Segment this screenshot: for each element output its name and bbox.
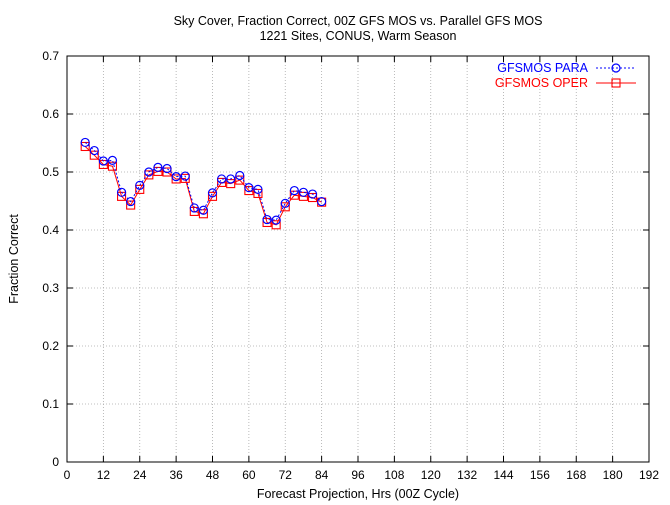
x-tick-label: 96 <box>351 468 365 482</box>
data-point <box>289 185 299 196</box>
chart-title: Sky Cover, Fraction Correct, 00Z GFS MOS… <box>174 14 543 28</box>
y-tick-label: 0.7 <box>42 49 59 63</box>
x-tick-label: 72 <box>279 468 293 482</box>
x-tick-label: 84 <box>315 468 329 482</box>
data-point <box>262 214 272 225</box>
data-point <box>80 137 90 148</box>
x-tick-label: 192 <box>639 468 659 482</box>
data-point <box>107 161 118 171</box>
legend-marker <box>611 63 621 73</box>
x-tick-label: 48 <box>206 468 220 482</box>
data-point <box>298 191 308 201</box>
data-point <box>135 184 145 194</box>
series-layer <box>80 137 327 230</box>
series-line <box>84 142 322 221</box>
data-point <box>171 172 181 182</box>
data-point <box>198 205 209 215</box>
data-point <box>244 186 254 196</box>
x-tick-label: 156 <box>530 468 550 482</box>
y-tick-label: 0.6 <box>42 107 59 121</box>
y-tick-label: 0.1 <box>42 397 59 411</box>
data-point <box>189 203 199 213</box>
legend-label: GFSMOS PARA <box>497 61 588 75</box>
data-point <box>253 184 263 194</box>
data-point <box>317 196 327 207</box>
data-point <box>180 173 190 183</box>
data-point <box>153 162 163 172</box>
data-point <box>153 166 163 176</box>
x-tick-label: 60 <box>242 468 256 482</box>
x-tick-label: 180 <box>603 468 623 482</box>
data-point <box>235 170 245 181</box>
axis-ticks: 0 12 24 36 48 60 72 84 96 108 120 132 144 156 168 180 19… <box>42 49 659 482</box>
x-tick-label: 168 <box>566 468 586 482</box>
data-point <box>198 209 208 219</box>
data-point <box>116 187 127 197</box>
x-tick-label: 108 <box>384 468 404 482</box>
y-axis-label: Fraction Correct <box>7 214 21 304</box>
y-tick-label: 0.5 <box>42 165 59 179</box>
x-tick-label: 36 <box>169 468 183 482</box>
data-point <box>271 220 281 230</box>
x-tick-label: 144 <box>493 468 513 482</box>
data-point <box>144 170 154 180</box>
data-point <box>207 191 218 201</box>
grid-lines <box>67 56 649 462</box>
legend-label: GFSMOS OPER <box>495 76 588 90</box>
data-point <box>144 167 154 177</box>
data-point <box>271 215 281 225</box>
data-point <box>180 171 190 181</box>
data-point <box>216 174 227 184</box>
data-point <box>298 187 309 197</box>
data-point <box>171 174 181 184</box>
chart-subtitle: 1221 Sites, CONUS, Warm Season <box>260 29 457 43</box>
plot-frame <box>66 55 650 463</box>
data-point <box>226 174 236 184</box>
y-tick-label: 0.2 <box>42 339 59 353</box>
data-point <box>217 177 227 187</box>
series-gfsmos-para <box>80 137 327 225</box>
data-point <box>135 180 145 190</box>
x-tick-label: 24 <box>133 468 147 482</box>
data-point <box>98 156 108 166</box>
data-point <box>226 179 236 189</box>
data-point <box>207 188 218 198</box>
x-tick-label: 120 <box>421 468 441 482</box>
series-line <box>84 146 322 226</box>
data-point <box>126 196 136 207</box>
x-axis-label: Forecast Projection, Hrs (00Z Cycle) <box>257 487 459 501</box>
x-tick-label: 132 <box>457 468 477 482</box>
data-point <box>280 202 290 212</box>
data-point <box>244 183 254 193</box>
x-tick-label: 0 <box>64 468 71 482</box>
x-tick-label: 12 <box>97 468 111 482</box>
data-point <box>162 163 172 174</box>
y-tick-label: 0 <box>52 455 59 469</box>
data-point <box>307 189 318 199</box>
series-gfsmos-oper <box>80 141 327 230</box>
y-tick-label: 0.3 <box>42 281 59 295</box>
data-point <box>280 198 290 208</box>
data-point <box>89 145 99 156</box>
data-point <box>253 188 263 199</box>
legend-marker <box>611 78 621 88</box>
y-tick-label: 0.4 <box>42 223 59 237</box>
data-point <box>107 155 118 165</box>
